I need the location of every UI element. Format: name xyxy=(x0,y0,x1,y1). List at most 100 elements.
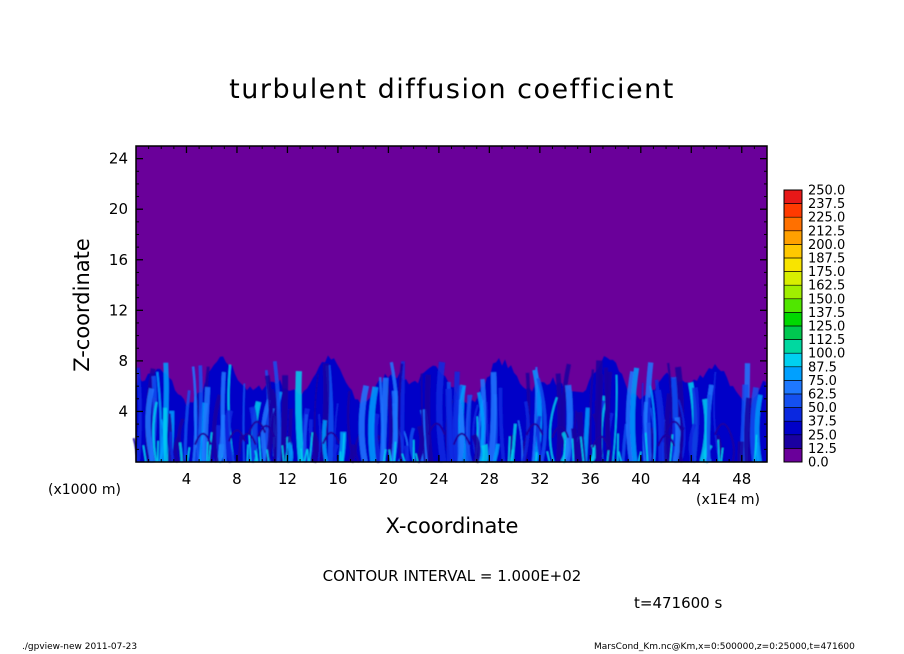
y-tick-label: 12 xyxy=(109,301,128,319)
turbulent-streak xyxy=(248,434,252,463)
turbulent-streak xyxy=(677,399,686,463)
colorbar-swatch xyxy=(784,244,802,259)
turbulent-streak xyxy=(754,394,763,463)
turbulent-streak xyxy=(388,449,392,463)
turbulent-streak xyxy=(371,413,383,463)
colorbar-label: 225.0 xyxy=(808,211,845,226)
turbulent-streak xyxy=(286,442,294,463)
turbulent-streak xyxy=(465,394,473,463)
colorbar-swatch xyxy=(784,326,802,340)
turbulent-streak xyxy=(401,453,406,463)
y-tick-label: 24 xyxy=(109,150,128,168)
turbulent-streak xyxy=(509,449,514,463)
turbulent-streak xyxy=(399,361,405,463)
turbulent-cap xyxy=(452,432,471,446)
turbulent-streak xyxy=(563,384,573,463)
turbulent-streak xyxy=(145,388,156,463)
turbulent-cap xyxy=(194,432,212,446)
turbulent-streak xyxy=(579,436,585,463)
colorbar-label: 187.5 xyxy=(808,252,845,267)
turbulent-streak xyxy=(654,379,663,463)
turbulent-streak xyxy=(621,423,628,463)
turbulent-streak xyxy=(517,420,524,463)
turbulent-streak xyxy=(672,417,681,463)
turbulent-streak xyxy=(224,409,236,463)
turbulent-streak xyxy=(389,390,399,463)
colorbar-label: 175.0 xyxy=(808,265,845,280)
turbulent-streak xyxy=(488,372,497,463)
colorbar-label: 237.5 xyxy=(808,197,845,212)
turbulent-streak xyxy=(195,365,203,463)
turbulent-streak xyxy=(667,362,673,463)
colorbar-label: 50.0 xyxy=(808,401,837,416)
turbulent-streak xyxy=(156,371,163,463)
x-tick-label: 44 xyxy=(682,470,701,488)
turbulent-streak xyxy=(272,360,282,463)
turbulent-streak xyxy=(589,369,595,463)
colorbar-label: 0.0 xyxy=(808,456,829,471)
colorbar-swatch xyxy=(784,434,802,449)
colorbar-swatch xyxy=(784,394,802,408)
colorbar-swatch xyxy=(784,230,802,245)
turbulent-streak xyxy=(445,388,454,463)
turbulent-streak xyxy=(715,434,723,463)
colorbar-swatch xyxy=(784,366,802,381)
x-tick-label: 32 xyxy=(530,470,549,488)
turbulent-streak xyxy=(169,431,175,463)
x-tick-label: 24 xyxy=(429,470,448,488)
y-tick-label: 20 xyxy=(109,200,128,218)
turbulent-streak xyxy=(629,367,640,463)
x-tick-label: 40 xyxy=(631,470,650,488)
turbulent-streak xyxy=(595,360,603,463)
turbulent-streak xyxy=(163,407,168,463)
x-tick-label: 16 xyxy=(328,470,347,488)
turbulent-streak xyxy=(264,375,274,463)
turbulent-streak xyxy=(641,382,648,463)
x-tick-label: 8 xyxy=(232,470,242,488)
turbulent-streak xyxy=(549,397,558,463)
turbulent-streak xyxy=(456,399,465,463)
turbulent-streak xyxy=(220,372,227,463)
turbulent-streak xyxy=(368,386,379,463)
colorbar-swatch xyxy=(784,312,802,327)
colorbar-label: 100.0 xyxy=(808,347,845,362)
turbulent-streak xyxy=(152,401,158,463)
turbulent-streak xyxy=(178,442,184,463)
turbulent-streak xyxy=(201,387,211,463)
x-scale-note: (x1E4 m) xyxy=(696,492,760,508)
turbulent-streak xyxy=(436,361,447,463)
turbulent-streak xyxy=(308,432,314,463)
x-tick-label: 48 xyxy=(732,470,751,488)
colorbar-swatch xyxy=(784,353,802,368)
turbulent-cap xyxy=(591,435,610,448)
turbulent-streak xyxy=(498,387,506,463)
turbulent-cap xyxy=(551,425,570,439)
turbulent-streak xyxy=(142,445,147,463)
turbulent-streak xyxy=(347,444,358,463)
turbulent-streak xyxy=(546,451,551,463)
turbulent-streak xyxy=(300,448,304,463)
turbulent-streak xyxy=(208,432,213,463)
turbulent-streak xyxy=(717,439,721,463)
colorbar-label: 25.0 xyxy=(808,428,837,443)
turbulent-streak xyxy=(186,447,191,463)
turbulent-streak xyxy=(382,449,387,463)
chart-title: turbulent diffusion coefficient xyxy=(229,74,675,105)
turbulent-streak xyxy=(266,449,270,463)
plot-area xyxy=(132,146,767,464)
colorbar-label: 87.5 xyxy=(808,360,837,375)
turbulent-cap xyxy=(665,420,684,434)
colorbar-swatch xyxy=(784,271,802,286)
colorbar-label: 62.5 xyxy=(808,388,837,403)
colorbar: 0.012.525.037.550.062.575.087.5100.0112.… xyxy=(783,184,845,471)
colorbar-label: 137.5 xyxy=(808,306,845,321)
colorbar-label: 37.5 xyxy=(808,415,837,430)
turbulent-streak xyxy=(397,363,404,463)
colorbar-swatch xyxy=(784,217,802,232)
colorbar-swatch xyxy=(784,285,802,300)
turbulent-streak xyxy=(206,441,209,463)
turbulent-streak xyxy=(302,414,309,463)
turbulent-layer xyxy=(132,355,767,464)
turbulent-streak xyxy=(713,371,720,463)
